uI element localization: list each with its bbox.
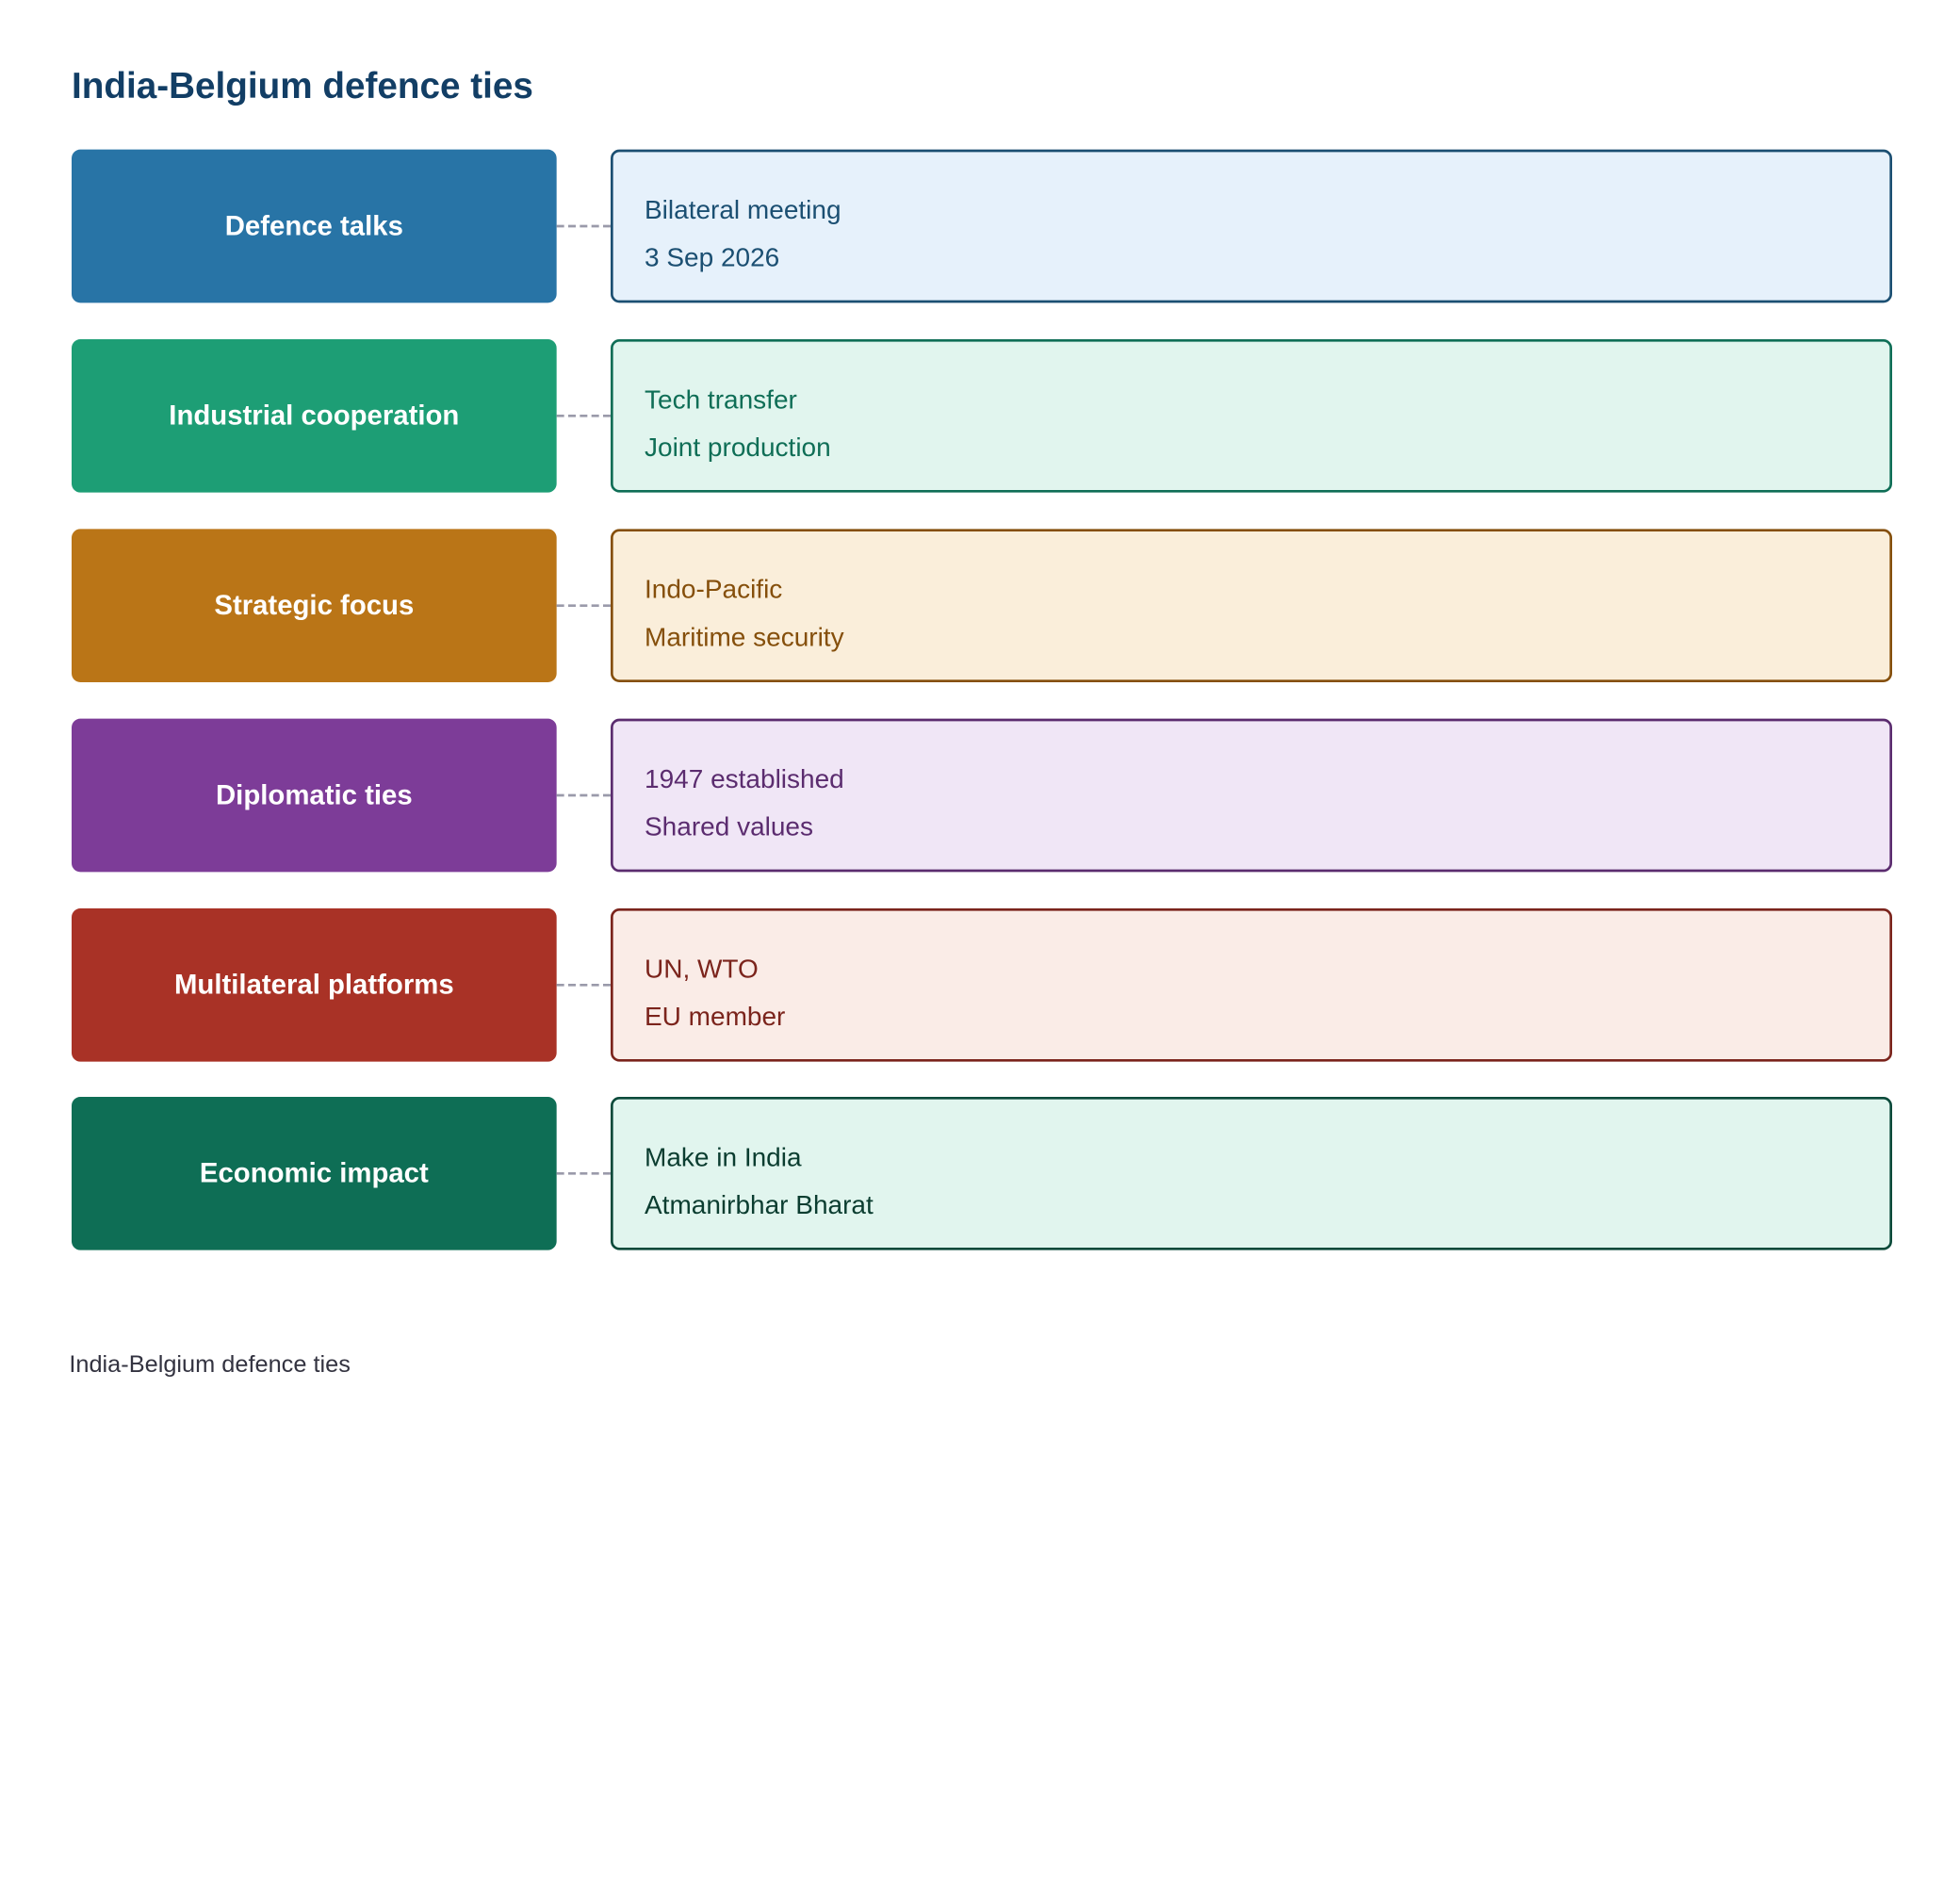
detail-line: Indo-Pacific (644, 575, 783, 605)
detail-line: Shared values (644, 812, 814, 842)
detail-line: Tech transfer (644, 385, 797, 415)
page-title: India-Belgium defence ties (71, 66, 533, 107)
dashed-connector (556, 224, 611, 228)
category-box: Multilateral platforms (71, 907, 557, 1062)
row-diplomatic-ties: Diplomatic ties 1947 established Shared … (0, 718, 1960, 873)
detail-line: 1947 established (644, 764, 844, 794)
detail-line: EU member (644, 1002, 786, 1032)
category-label: Multilateral platforms (173, 968, 454, 1001)
category-box: Industrial cooperation (71, 338, 557, 493)
category-box: Strategic focus (71, 529, 557, 682)
dashed-connector (556, 793, 611, 797)
detail-line: UN, WTO (644, 955, 759, 984)
detail-line: Bilateral meeting (644, 195, 841, 225)
category-label: Industrial cooperation (169, 399, 460, 432)
row-economic-impact: Economic impact Make in India Atmanirbha… (0, 1096, 1960, 1250)
detail-line: 3 Sep 2026 (644, 243, 780, 273)
category-box: Economic impact (71, 1096, 557, 1250)
row-industrial-cooperation: Industrial cooperation Tech transfer Joi… (0, 338, 1960, 493)
row-defence-talks: Defence talks Bilateral meeting 3 Sep 20… (0, 149, 1960, 303)
category-box: Diplomatic ties (71, 718, 557, 873)
detail-line: Make in India (644, 1143, 802, 1172)
detail-box: 1947 established Shared values (610, 718, 1892, 873)
category-label: Strategic focus (214, 589, 415, 621)
dashed-connector (556, 1171, 611, 1175)
detail-box: UN, WTO EU member (610, 907, 1892, 1062)
detail-box: Make in India Atmanirbhar Bharat (610, 1096, 1892, 1250)
detail-line: Atmanirbhar Bharat (644, 1190, 874, 1220)
dashed-connector (556, 414, 611, 417)
detail-box: Indo-Pacific Maritime security (610, 529, 1892, 682)
category-label: Economic impact (199, 1156, 429, 1189)
row-multilateral-platforms: Multilateral platforms UN, WTO EU member (0, 907, 1960, 1062)
detail-line: Maritime security (644, 623, 844, 652)
detail-line: Joint production (644, 433, 831, 463)
figure-caption: India-Belgium defence ties (69, 1351, 351, 1379)
dashed-connector (556, 983, 611, 987)
detail-box: Bilateral meeting 3 Sep 2026 (610, 149, 1892, 303)
category-box: Defence talks (71, 149, 557, 303)
row-strategic-focus: Strategic focus Indo-Pacific Maritime se… (0, 529, 1960, 682)
detail-box: Tech transfer Joint production (610, 338, 1892, 493)
category-label: Diplomatic ties (215, 778, 413, 810)
dashed-connector (556, 604, 611, 607)
category-label: Defence talks (224, 209, 403, 241)
